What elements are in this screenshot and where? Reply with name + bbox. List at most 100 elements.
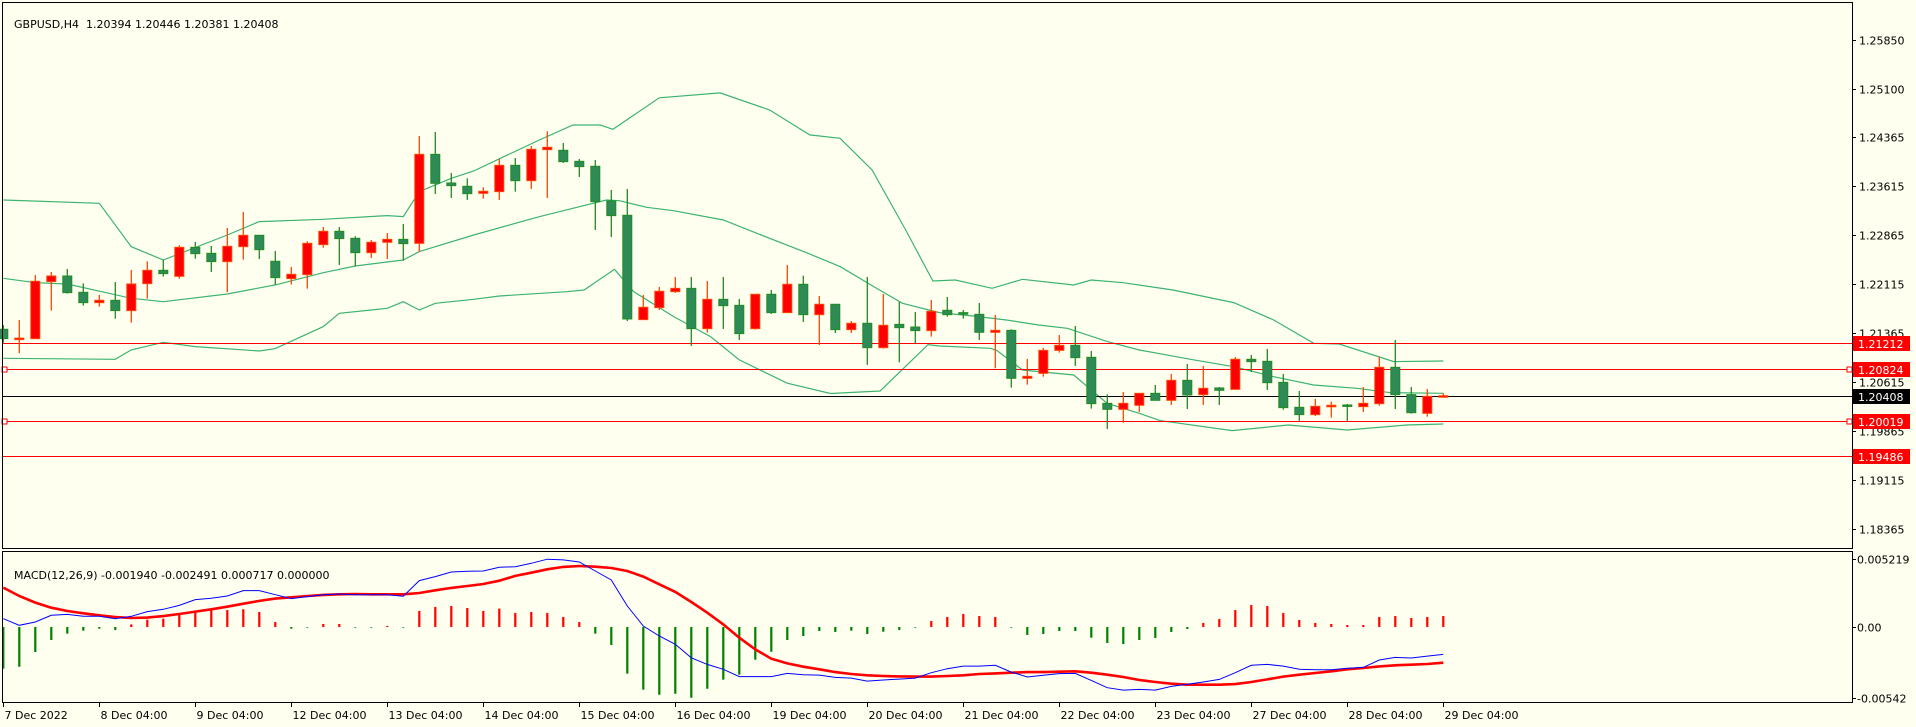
candle-body: [910, 326, 921, 332]
candle-body: [1038, 349, 1049, 374]
chart-header: GBPUSD,H4 1.20394 1.20446 1.20381 1.2040…: [7, 5, 278, 31]
bull-candle: [990, 314, 1001, 369]
bear-candle: [1406, 386, 1417, 414]
candle-body: [1102, 402, 1113, 410]
candle-body: [142, 269, 153, 285]
candle-body: [174, 246, 185, 277]
bear-candle: [766, 289, 777, 314]
candle-body: [878, 324, 889, 349]
candle-body: [798, 283, 809, 316]
candle-body: [606, 200, 617, 217]
candle-body: [846, 322, 857, 331]
macd-value-2: -0.002491: [161, 569, 218, 582]
candle-body: [1246, 358, 1257, 363]
price-tag-label: 1.20019: [1858, 416, 1904, 429]
candle-body: [62, 275, 73, 294]
candle-body: [1358, 402, 1369, 408]
bear-candle: [62, 268, 73, 294]
candle-body: [782, 283, 793, 314]
time-axis-label: 16 Dec 04:00: [677, 709, 751, 722]
candle-body: [510, 164, 521, 182]
bear-candle: [510, 157, 521, 192]
price-axis-label: 1.22865: [1859, 230, 1905, 243]
candle-body: [702, 298, 713, 330]
candle-body: [926, 310, 937, 332]
bear-candle: [206, 246, 217, 273]
bear-candle: [830, 303, 841, 333]
bull-candle: [782, 264, 793, 314]
bull-candle: [878, 293, 889, 349]
bear-candle: [1070, 325, 1081, 366]
time-axis-label: 14 Dec 04:00: [485, 709, 559, 722]
bull-candle: [846, 321, 857, 333]
time-axis-label: 12 Dec 04:00: [293, 709, 367, 722]
candle-body: [398, 238, 409, 245]
axes: 1.25850 1.25100 1.24365 1.23615 1.22865 1.221…: [3, 35, 1910, 722]
price-axis-label: 1.22115: [1859, 279, 1905, 292]
candle-body: [222, 245, 233, 263]
candle-body: [1022, 375, 1033, 379]
candle-body: [446, 182, 457, 187]
candle-body: [734, 304, 745, 335]
macd-value-3: 0.000717: [220, 569, 274, 582]
price-tag-background: [1853, 362, 1910, 377]
price-axis-label: 1.18365: [1859, 524, 1905, 537]
bear-candle: [1214, 386, 1225, 405]
bear-candle: [334, 226, 345, 265]
price-tag-label: 1.20408: [1858, 391, 1904, 404]
bid-price-tag: 1.20408: [1853, 389, 1910, 404]
candle-body: [1230, 358, 1241, 390]
bull-candle: [1230, 357, 1241, 390]
bull-candle: [654, 286, 665, 310]
bull-candle: [1326, 401, 1337, 418]
bull-candle: [1038, 347, 1049, 377]
bull-candle: [638, 295, 649, 321]
bull-candle: [526, 145, 537, 189]
bear-candle: [158, 259, 169, 277]
bear-candle: [270, 250, 281, 285]
time-axis-label: 23 Dec 04:00: [1157, 709, 1231, 722]
time-axis-label: 29 Dec 04:00: [1445, 709, 1519, 722]
candle-body: [1006, 329, 1017, 379]
bull-candle: [750, 293, 761, 330]
candle-body: [942, 309, 953, 316]
bull-candle: [1374, 356, 1385, 406]
bear-candle: [1294, 390, 1305, 421]
bear-candle: [958, 309, 969, 319]
candle-body: [1342, 404, 1353, 407]
candle-body: [974, 313, 985, 333]
time-axis-label: 20 Dec 04:00: [869, 709, 943, 722]
macd-main-line: [3, 558, 1444, 691]
candle-body: [318, 230, 329, 246]
bull-candle: [126, 269, 137, 323]
price-tag-label: 1.21212: [1858, 338, 1904, 351]
candle-body: [686, 287, 697, 330]
macd-axis-label: 0.005219: [1857, 554, 1910, 567]
candle-body: [862, 322, 873, 349]
bull-candle: [238, 211, 249, 260]
bear-candle: [0, 324, 9, 343]
bear-candle: [622, 188, 633, 322]
bear-candle: [734, 298, 745, 340]
price-tag-background: [1853, 449, 1910, 464]
bear-candle: [350, 236, 361, 267]
symbol-timeframe: GBPUSD,H4: [14, 18, 79, 31]
price-tag-label: 1.20824: [1858, 364, 1904, 377]
candle-body: [302, 242, 313, 276]
candle-body: [1054, 344, 1065, 351]
time-axis-label: 21 Dec 04:00: [965, 709, 1039, 722]
time-axis-label: 7 Dec 2022: [5, 709, 68, 722]
candle-body: [14, 337, 25, 341]
bear-candle: [558, 142, 569, 163]
candle-body: [750, 293, 761, 330]
candle-body: [1198, 387, 1209, 396]
price-tags: 1.21212 1.20824 1.20408 1.20019 1.19486: [1853, 336, 1910, 464]
bull-candle: [1166, 373, 1177, 405]
bear-candle: [462, 178, 473, 200]
candle-body: [254, 234, 265, 251]
candle-body: [990, 329, 1001, 333]
bull-candle: [478, 187, 489, 199]
candle-body: [126, 283, 137, 312]
candle-body: [110, 299, 121, 312]
